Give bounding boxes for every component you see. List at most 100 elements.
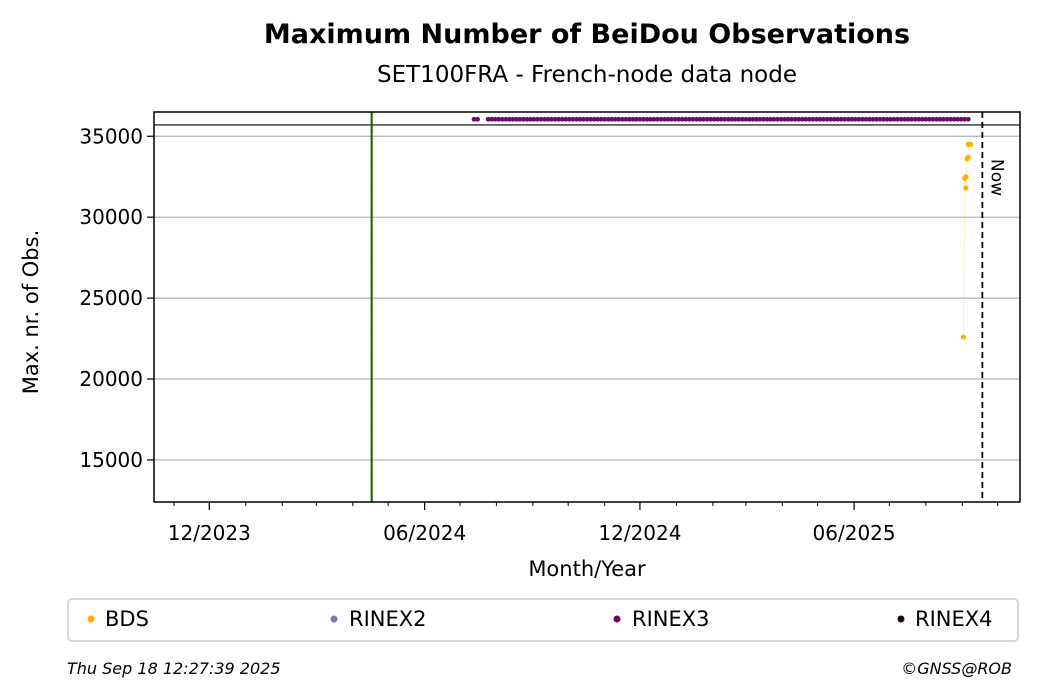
rinex3-point [782, 116, 788, 122]
rinex3-point [729, 116, 735, 122]
rinex3-point [711, 116, 717, 122]
rinex3-point [701, 116, 706, 122]
rinex3-point [778, 116, 784, 122]
rinex3-point [489, 116, 495, 122]
rinex3-point [475, 116, 480, 122]
rinex3-point [941, 116, 946, 122]
y-axis-ticks: 15000 20000 25000 30000 35000 [79, 124, 154, 472]
legend-marker-bds [87, 615, 95, 623]
rinex3-point [785, 116, 791, 122]
rinex3-point [955, 116, 961, 122]
rinex3-point [591, 116, 597, 122]
rinex3-point [806, 116, 812, 122]
legend-label-rinex3: RINEX3 [632, 607, 710, 631]
rinex3-point [665, 116, 671, 122]
rinex3-point [506, 116, 512, 122]
legend-label-rinex4: RINEX4 [915, 607, 993, 631]
x-tick-label: 06/2024 [383, 521, 466, 545]
rinex3-point [898, 116, 904, 122]
rinex3-point [845, 116, 851, 122]
rinex3-point [510, 116, 516, 122]
rinex3-point [870, 116, 876, 122]
x-axis-label: Month/Year [528, 557, 646, 581]
grid-lines [154, 135, 1020, 461]
rinex3-point [821, 116, 826, 122]
reference-lines: Now [154, 112, 1020, 502]
rinex3-point [577, 116, 583, 122]
rinex3-point [634, 116, 639, 122]
rinex3-point [708, 116, 713, 122]
rinex3-point [662, 116, 668, 122]
rinex3-point [655, 116, 660, 122]
rinex3-point [485, 116, 491, 122]
rinex3-point [909, 116, 915, 122]
rinex3-point [856, 116, 862, 122]
rinex3-point [930, 116, 936, 122]
legend: BDS RINEX2 RINEX3 RINEX4 [67, 598, 1019, 642]
legend-box [67, 598, 1019, 642]
rinex3-point [570, 116, 576, 122]
rinex3-point [588, 116, 593, 122]
legend-label-bds: BDS [105, 607, 149, 631]
rinex3-point [471, 116, 477, 122]
rinex3-point [524, 116, 530, 122]
rinex3-point [891, 116, 897, 122]
rinex3-point [718, 116, 724, 122]
rinex3-point [651, 116, 657, 122]
rinex3-point [722, 116, 728, 122]
rinex3-point [775, 116, 781, 122]
rinex3-point [552, 116, 558, 122]
now-label: Now [986, 159, 1006, 196]
rinex3-point [517, 116, 523, 122]
rinex3-point [814, 116, 819, 122]
rinex3-point [542, 116, 548, 122]
data-points [471, 116, 974, 340]
rinex3-point [648, 116, 653, 122]
rinex3-point [694, 116, 699, 122]
rinex3-point [623, 116, 629, 122]
x-tick-label: 12/2023 [168, 521, 251, 545]
rinex3-point [828, 116, 833, 122]
y-tick-label: 30000 [79, 205, 143, 229]
rinex3-point [923, 116, 929, 122]
legend-label-rinex2: RINEX2 [349, 607, 427, 631]
rinex3-point [725, 116, 731, 122]
bds-point [960, 334, 967, 340]
rinex3-point [796, 116, 802, 122]
bds-point [963, 185, 969, 191]
rinex3-point [644, 116, 650, 122]
rinex3-point [754, 116, 759, 122]
rinex3-point [835, 116, 841, 122]
chart-title: Maximum Number of BeiDou Observations [264, 19, 910, 50]
y-tick-label: 20000 [79, 367, 143, 391]
rinex3-point [824, 116, 830, 122]
rinex3-point [881, 116, 886, 122]
rinex3-point [874, 116, 879, 122]
rinex3-point [757, 116, 763, 122]
rinex3-point [556, 116, 562, 122]
rinex3-point [496, 116, 502, 122]
chart-subtitle: SET100FRA - French-node data node [377, 62, 797, 88]
rinex3-point [619, 116, 625, 122]
legend-marker-rinex2 [330, 615, 338, 623]
rinex3-point [531, 116, 537, 122]
rinex3-point [761, 116, 766, 122]
y-tick-label: 15000 [79, 448, 143, 472]
rinex3-point [669, 116, 675, 122]
rinex3-point [563, 116, 569, 122]
rinex3-point [626, 116, 632, 122]
rinex3-point [609, 116, 615, 122]
rinex3-point [831, 116, 837, 122]
x-axis-ticks: 12/2023 06/2024 12/2024 06/2025 [168, 502, 999, 545]
rinex3-point [566, 116, 572, 122]
rinex3-point [581, 116, 586, 122]
rinex3-point [605, 116, 611, 122]
bds-point [967, 141, 974, 147]
rinex3-point [715, 116, 721, 122]
rinex3-point [697, 116, 703, 122]
rinex3-point [799, 116, 805, 122]
y-tick-label: 35000 [79, 124, 143, 148]
rinex3-point [965, 116, 971, 122]
rinex3-point [849, 116, 855, 122]
rinex3-point [499, 116, 505, 122]
